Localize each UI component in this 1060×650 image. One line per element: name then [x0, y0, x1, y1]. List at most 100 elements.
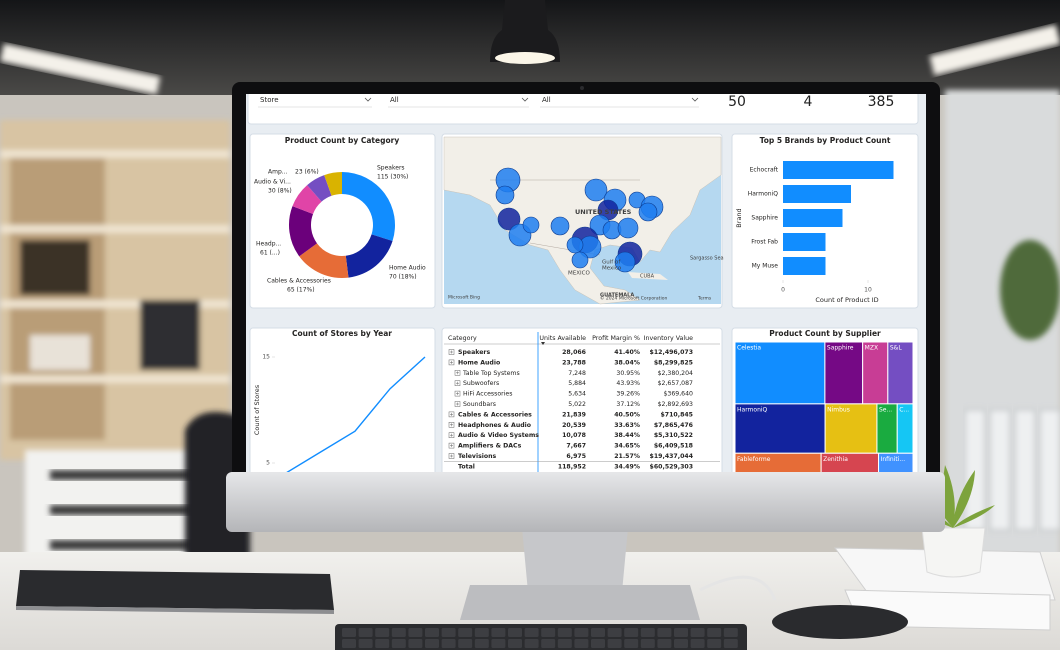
key [557, 639, 572, 648]
key [607, 639, 622, 648]
expand-icon [448, 442, 455, 449]
key [375, 639, 390, 648]
screen: Store All All 50 4 385 Product Count by Catego… [246, 94, 926, 472]
table-cell: 7,248 [568, 370, 586, 377]
kpi-value: 385 [868, 94, 895, 110]
expand-icon [448, 432, 455, 438]
key [574, 639, 589, 648]
key [524, 628, 539, 637]
donut-value-label: 30 (8%) [268, 188, 292, 195]
shelf-items [30, 335, 90, 370]
expand-icon [454, 370, 461, 376]
filter-value: All [542, 96, 551, 104]
table-cell: $5,310,522 [654, 432, 693, 439]
key [591, 628, 605, 637]
dropdown-chevron [364, 97, 372, 102]
treemap-label: Nimbus [827, 406, 850, 413]
key [474, 639, 489, 648]
treemap-tile [734, 403, 826, 454]
donut-value-label: 115 (30%) [377, 174, 408, 181]
table-cell: Table Top Systems [462, 370, 520, 377]
table-cell: 21,839 [562, 411, 586, 418]
key [391, 628, 406, 637]
card [247, 94, 919, 125]
shelf-board [0, 300, 230, 308]
key [723, 628, 738, 637]
y-tick-label: Echocraft [750, 167, 779, 174]
table-cell: Cables & Accessories [458, 411, 532, 418]
table-cell: $369,640 [663, 391, 693, 398]
shelf-board [0, 225, 230, 233]
map-bubble [584, 178, 608, 202]
chart-title: Product Count by Category [285, 136, 400, 145]
treemap-label: Zenithia [823, 456, 848, 463]
table-cell: 7,667 [566, 443, 586, 450]
kpi-value: 4 [804, 94, 813, 110]
table-cell: 34.65% [614, 443, 640, 450]
bar [783, 185, 851, 203]
table-header: Inventory Value [644, 335, 693, 342]
key [557, 628, 572, 637]
leaf [943, 465, 955, 528]
key [342, 639, 356, 648]
table-cell: $19,437,044 [650, 453, 694, 460]
camera [580, 86, 584, 90]
table-cell: 38.04% [614, 359, 640, 366]
table-cell: 5,634 [568, 391, 586, 398]
map-label: Terms [697, 296, 712, 302]
key [408, 628, 423, 637]
y-tick-label: 15 [262, 354, 270, 361]
y-tick-label: My Muse [752, 263, 779, 270]
table-cell: 5,022 [568, 401, 586, 408]
expand-icon [448, 411, 455, 418]
table-cell: $12,496,073 [650, 349, 693, 356]
table-cell: Amplifiers & DACs [458, 443, 522, 450]
donut-label: Audio & Vi... [254, 179, 291, 186]
map-bubble [617, 217, 639, 239]
shelf-board [0, 150, 230, 158]
expand-icon [454, 390, 461, 397]
key [342, 628, 356, 637]
donut-slice [289, 206, 317, 257]
table-cell: 41.40% [614, 349, 640, 356]
key [458, 628, 473, 637]
map-bubble [497, 207, 521, 231]
treemap-tile [878, 452, 914, 472]
table-cell: $8,299,825 [654, 359, 693, 366]
filter-value: All [390, 96, 399, 104]
chin [226, 472, 945, 532]
table-cell: 6,975 [566, 453, 586, 460]
table-cell: $60,529,303 [650, 463, 693, 470]
kpi-value: 50 [728, 94, 746, 110]
expand-plus [456, 402, 459, 406]
table-cell: 39.26% [616, 391, 640, 398]
y-tick-label: Sapphire [751, 215, 778, 222]
table-header: Units Available [539, 335, 586, 342]
expand-icon [448, 422, 455, 428]
key [657, 628, 672, 637]
map-label: UNITED STATES [575, 208, 632, 216]
cable [699, 575, 777, 601]
key [391, 639, 406, 648]
map-island [628, 272, 668, 280]
table-cell: 38.44% [614, 432, 640, 439]
drawer-handle [50, 470, 200, 480]
plant-blur [1000, 240, 1060, 340]
filter-value: Store [260, 96, 279, 104]
expand-icon [454, 401, 461, 407]
key [425, 628, 439, 637]
expand-plus [456, 371, 459, 375]
expand-icon [448, 349, 455, 355]
table-cell: 21.57% [614, 453, 640, 460]
key [541, 639, 556, 648]
table-cell: $710,845 [661, 411, 694, 418]
line-series [286, 356, 426, 472]
table-cell: 10,078 [562, 432, 586, 439]
map-bubble [638, 202, 658, 222]
expand-plus [456, 392, 459, 396]
key [690, 639, 705, 648]
key [591, 639, 605, 648]
table-cell: 28,066 [562, 349, 586, 356]
table-cell: 34.49% [614, 463, 640, 470]
key [624, 639, 639, 648]
